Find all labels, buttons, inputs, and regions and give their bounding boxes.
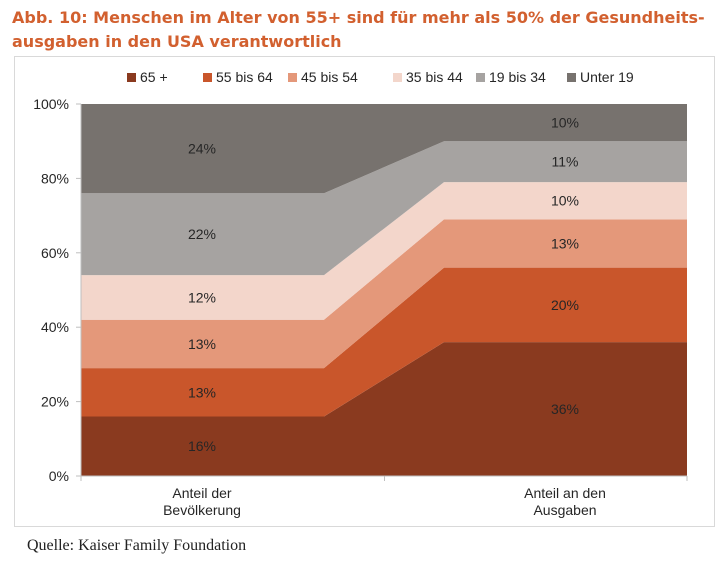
legend-swatch-1 bbox=[203, 73, 212, 82]
legend-label-1: 55 bis 64 bbox=[216, 69, 273, 85]
data-label-series-5-cat-1: 10% bbox=[551, 115, 579, 131]
area-series-4 bbox=[81, 141, 687, 276]
data-label-series-0-cat-1: 36% bbox=[551, 401, 579, 417]
x-category-label-0-line-0: Anteil der bbox=[172, 485, 231, 501]
area-series-1 bbox=[81, 267, 687, 417]
chart-title: Abb. 10: Menschen im Alter von 55+ sind … bbox=[12, 6, 712, 54]
data-label-series-3-cat-1: 10% bbox=[551, 193, 579, 209]
legend-swatch-2 bbox=[288, 73, 297, 82]
y-axis: 0% 20% 40% 60% 80% 100% bbox=[33, 96, 82, 484]
data-label-series-1-cat-0: 13% bbox=[188, 384, 216, 400]
y-tick-label-3: 60% bbox=[41, 245, 69, 261]
x-category-label-1-line-1: Ausgaben bbox=[533, 502, 596, 518]
area-series-2 bbox=[81, 219, 687, 369]
area-series-0 bbox=[81, 342, 687, 476]
legend: 65 + 55 bis 64 45 bis 54 35 bis 44 19 bis 34… bbox=[127, 69, 634, 85]
data-label-series-4-cat-0: 22% bbox=[188, 226, 216, 242]
legend-label-0: 65 + bbox=[140, 69, 168, 85]
y-tick-label-5: 100% bbox=[33, 96, 69, 112]
stacked-area-chart: 65 + 55 bis 64 45 bis 54 35 bis 44 19 bis 34… bbox=[33, 69, 688, 518]
data-labels: 16% 36% 13% 20% 13% 13% 12% 10% 22% 11% 24% 10% bbox=[188, 115, 579, 455]
y-tick-label-4: 80% bbox=[41, 170, 69, 186]
data-label-series-5-cat-0: 24% bbox=[188, 141, 216, 157]
legend-label-4: 19 bis 34 bbox=[489, 69, 546, 85]
chart-title-line-2: ausgaben in den USA verantwortlich bbox=[12, 32, 342, 51]
source-note: Quelle: Kaiser Family Foundation bbox=[27, 537, 247, 554]
y-tick-label-2: 40% bbox=[41, 319, 69, 335]
x-axis: Anteil der Bevölkerung Anteil an den Ausgab… bbox=[80, 475, 688, 518]
x-category-label-1-line-0: Anteil an den bbox=[524, 485, 606, 501]
x-category-label-0-line-1: Bevölkerung bbox=[163, 502, 241, 518]
legend-label-5: Unter 19 bbox=[580, 69, 634, 85]
legend-swatch-0 bbox=[127, 73, 136, 82]
data-label-series-1-cat-1: 20% bbox=[551, 297, 579, 313]
x-category-label-1: Anteil an den Ausgaben bbox=[524, 485, 606, 518]
y-tick-label-1: 20% bbox=[41, 394, 69, 410]
data-label-series-2-cat-0: 13% bbox=[188, 336, 216, 352]
data-label-series-0-cat-0: 16% bbox=[188, 438, 216, 454]
plot-area bbox=[81, 104, 687, 476]
data-label-series-2-cat-1: 13% bbox=[551, 236, 579, 252]
area-series-5 bbox=[81, 104, 687, 194]
chart-title-line-1: Abb. 10: Menschen im Alter von 55+ sind … bbox=[12, 8, 705, 27]
data-label-series-3-cat-0: 12% bbox=[188, 289, 216, 305]
legend-swatch-4 bbox=[476, 73, 485, 82]
legend-swatch-5 bbox=[567, 73, 576, 82]
legend-swatch-3 bbox=[393, 73, 402, 82]
area-series-3 bbox=[81, 182, 687, 320]
legend-label-2: 45 bis 54 bbox=[301, 69, 358, 85]
x-category-label-0: Anteil der Bevölkerung bbox=[163, 485, 241, 518]
legend-label-3: 35 bis 44 bbox=[406, 69, 463, 85]
y-tick-label-0: 0% bbox=[49, 468, 69, 484]
data-label-series-4-cat-1: 11% bbox=[552, 154, 579, 170]
